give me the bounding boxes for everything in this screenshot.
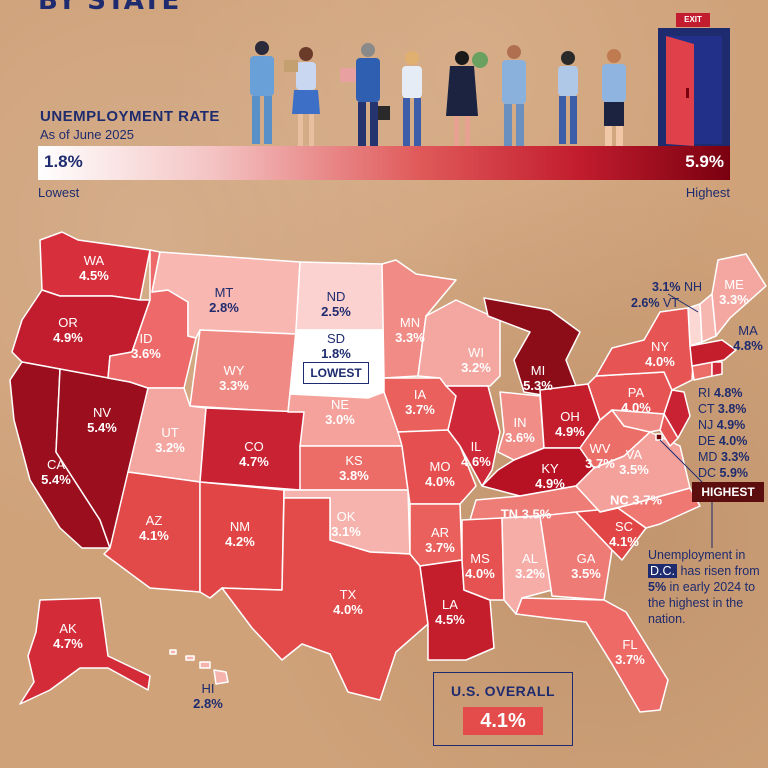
dc-annotation: Unemployment in D.C. has risen from 5% i… bbox=[648, 548, 760, 626]
label-KY: KY 4.9% bbox=[535, 461, 565, 491]
scale-max-caption: Highest bbox=[685, 185, 730, 200]
exit-door bbox=[658, 28, 730, 148]
label-PA: PA 4.0% bbox=[621, 385, 651, 415]
label-MD: MD 3.3% bbox=[698, 450, 750, 464]
label-KS: KS 3.8% bbox=[339, 453, 369, 483]
state-NJ[interactable] bbox=[663, 389, 691, 439]
highest-callout: HIGHEST bbox=[692, 482, 764, 502]
label-AK: AK 4.7% bbox=[53, 621, 83, 651]
label-MT: MT 2.8% bbox=[209, 285, 239, 315]
state-MA[interactable] bbox=[689, 339, 737, 367]
label-ND: ND 2.5% bbox=[321, 289, 351, 319]
scale-max-value: 5.9% bbox=[685, 152, 724, 171]
label-OH: OH 4.9% bbox=[555, 409, 585, 439]
legend-subheading: As of June 2025 bbox=[40, 127, 134, 142]
label-GA: GA 3.5% bbox=[571, 551, 601, 581]
state-FL[interactable] bbox=[515, 597, 669, 713]
label-OR: OR 4.9% bbox=[53, 315, 83, 345]
state-TX[interactable] bbox=[221, 497, 429, 701]
state-HI[interactable] bbox=[169, 649, 229, 685]
scale-min-value: 1.8% bbox=[44, 152, 83, 171]
label-NC: NC 3.7% bbox=[609, 492, 663, 508]
label-MS: MS 4.0% bbox=[465, 551, 495, 581]
label-SD: SD 1.8% bbox=[321, 331, 351, 361]
label-IA: IA 3.7% bbox=[405, 387, 435, 417]
label-IN: IN 3.6% bbox=[505, 415, 535, 445]
state-DC[interactable] bbox=[655, 433, 663, 441]
label-CT: CT 3.8% bbox=[698, 402, 747, 416]
label-DC: DC 5.9% bbox=[698, 466, 749, 480]
exit-sign: EXIT bbox=[676, 13, 710, 27]
state-GA[interactable] bbox=[539, 511, 613, 601]
label-NH: 3.1% NH bbox=[652, 280, 703, 294]
label-VA: VA 3.5% bbox=[619, 447, 649, 477]
label-ME: ME 3.3% bbox=[719, 277, 749, 307]
label-SC: SC 4.1% bbox=[609, 519, 639, 549]
state-MD[interactable] bbox=[611, 409, 665, 433]
label-MA: MA 4.8% bbox=[733, 323, 763, 353]
label-MI: MI 5.3% bbox=[523, 363, 553, 393]
people-exit-illustration bbox=[250, 28, 730, 148]
us-overall-box: U.S. OVERALL 4.1% bbox=[433, 672, 573, 746]
label-AR: AR 3.7% bbox=[425, 525, 455, 555]
label-NJ: NJ 4.9% bbox=[698, 418, 746, 432]
label-VT: 2.6% VT bbox=[631, 296, 679, 310]
label-NE: NE 3.0% bbox=[325, 397, 355, 427]
person-figures bbox=[250, 41, 626, 146]
label-WA: WA 4.5% bbox=[79, 253, 109, 283]
lowest-callout: LOWEST bbox=[303, 362, 369, 384]
label-CA: CA 5.4% bbox=[41, 457, 71, 487]
label-CO: CO 4.7% bbox=[239, 439, 269, 469]
state-WI[interactable] bbox=[417, 299, 501, 387]
label-FL: FL 3.7% bbox=[615, 637, 645, 667]
label-NM: NM 4.2% bbox=[225, 519, 255, 549]
label-MO: MO 4.0% bbox=[425, 459, 455, 489]
label-DE: DE 4.0% bbox=[698, 434, 748, 448]
label-AZ: AZ 4.1% bbox=[139, 513, 169, 543]
label-NV: NV 5.4% bbox=[87, 405, 117, 435]
label-OK: OK 3.1% bbox=[331, 509, 361, 539]
label-TN: TN 3.5% bbox=[500, 506, 552, 522]
leader-line-nh-vt bbox=[667, 293, 699, 313]
state-AK[interactable] bbox=[19, 597, 151, 705]
label-UT: UT 3.2% bbox=[155, 425, 185, 455]
label-WI: WI 3.2% bbox=[461, 345, 491, 375]
label-RI: RI 4.8% bbox=[698, 386, 743, 400]
legend-heading: UNEMPLOYMENT RATE bbox=[40, 108, 220, 125]
label-NY: NY 4.0% bbox=[645, 339, 675, 369]
us-overall-value: 4.1% bbox=[463, 707, 543, 735]
color-scale-bar: 1.8% 5.9% bbox=[38, 146, 730, 180]
us-overall-label: U.S. OVERALL bbox=[450, 683, 555, 699]
state-RI[interactable] bbox=[711, 361, 723, 377]
label-WV: WV 3.7% bbox=[585, 441, 615, 471]
label-WY: WY 3.3% bbox=[219, 363, 249, 393]
label-TX: TX 4.0% bbox=[333, 587, 363, 617]
scale-min-caption: Lowest bbox=[38, 185, 80, 200]
label-ID: ID 3.6% bbox=[131, 331, 161, 361]
state-ME[interactable] bbox=[711, 253, 767, 337]
label-LA: LA 4.5% bbox=[435, 597, 465, 627]
label-HI: HI 2.8% bbox=[193, 681, 223, 711]
label-IL: IL 4.6% bbox=[461, 439, 491, 469]
label-MN: MN 3.3% bbox=[395, 315, 425, 345]
label-AL: AL 3.2% bbox=[515, 551, 545, 581]
page-title: BY STATE bbox=[38, 0, 181, 16]
